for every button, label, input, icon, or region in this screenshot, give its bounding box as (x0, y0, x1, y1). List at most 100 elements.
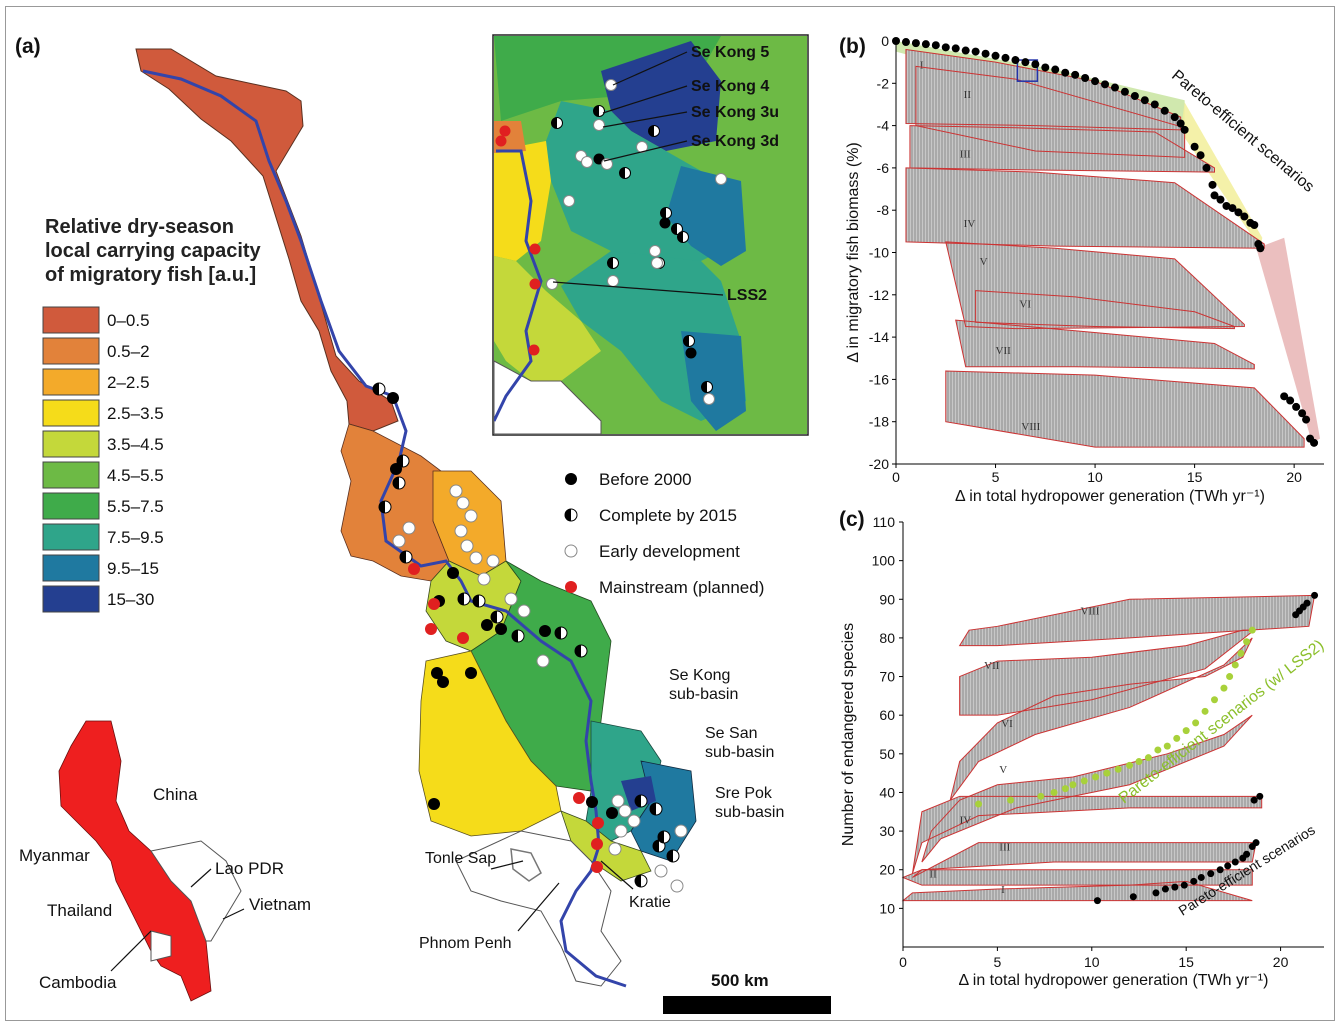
pareto-point (1310, 438, 1319, 447)
cambodia-label: Cambodia (39, 973, 117, 992)
map-dam-marker (634, 874, 648, 888)
pareto-point (1250, 796, 1258, 804)
map-dam-marker (477, 572, 491, 586)
y-tick-label: 70 (879, 669, 895, 685)
legend-item: 7.5–9.5 (42, 523, 164, 551)
map-dam-marker (539, 625, 551, 637)
map-labels: Se Kong sub-basin Se San sub-basin Sre P… (419, 667, 784, 952)
pareto-point (901, 38, 910, 47)
map-dam-marker (454, 524, 468, 538)
myanmar-label: Myanmar (19, 846, 90, 865)
pareto-point-lss2 (1092, 773, 1100, 781)
y-tick-label: 30 (879, 823, 895, 839)
legend-label: 4.5–5.5 (107, 466, 164, 485)
map-dam-marker (536, 654, 550, 668)
map-dam-marker (574, 644, 588, 658)
srepok-subbasin-label-2: sub-basin (715, 804, 784, 821)
kratie-leader (600, 860, 634, 890)
legend-item: 0.5–2 (42, 337, 150, 365)
pareto-point (1292, 402, 1301, 411)
inset-dam-marker (499, 125, 511, 137)
inset-dam-label: LSS2 (727, 287, 767, 304)
pareto-point (921, 40, 930, 49)
map-dam-marker (399, 550, 413, 564)
map-dam-marker (390, 463, 402, 475)
map-dam-marker (657, 830, 671, 844)
y-tick-label: 80 (879, 630, 895, 646)
map-dam-marker (504, 592, 518, 606)
scenario-group-label: VII (984, 660, 1000, 672)
pareto-point-lss2 (1220, 684, 1228, 692)
scenario-group-label: V (999, 764, 1007, 776)
pareto-point (1031, 60, 1040, 69)
inset-dam-label: Se Kong 4 (691, 78, 769, 95)
legend-swatch (42, 554, 100, 582)
capacity-legend: Relative dry-season local carrying capac… (42, 216, 262, 613)
pareto-point (1051, 65, 1060, 74)
pareto-point (1081, 74, 1090, 83)
phnom-penh-leader (517, 882, 560, 932)
map-dam-marker (586, 796, 598, 808)
pareto-point (1150, 100, 1159, 109)
x-tick-label: 20 (1286, 469, 1302, 485)
pareto-point (911, 39, 920, 48)
map-dam-marker (654, 864, 668, 878)
thailand-label: Thailand (47, 901, 112, 920)
pareto-point (1216, 195, 1225, 204)
pareto-point (1240, 212, 1249, 221)
inset-dam-marker (660, 207, 672, 219)
pareto-point-lss2 (1080, 777, 1088, 785)
inset-dam-marker (636, 141, 648, 153)
x-tick-label: 15 (1187, 469, 1203, 485)
legend-title-3: of migratory fish [a.u.] (45, 264, 256, 286)
map-dam-marker (425, 623, 437, 635)
legend-label: 15–30 (107, 590, 154, 609)
scenario-outline (975, 290, 1235, 330)
scenario-group-label: I (920, 59, 924, 71)
panel-c-label: (c) (839, 508, 865, 531)
scenario-cloud (959, 630, 1255, 716)
pareto-point-lss2 (1050, 788, 1058, 796)
map-dam-marker (456, 496, 470, 510)
map-dam-marker (437, 676, 449, 688)
inset-dam-marker (651, 257, 663, 269)
map-dam-marker (649, 802, 663, 816)
scenario-group-label: IV (960, 814, 972, 826)
pareto-point (1202, 163, 1211, 172)
scenario-outline (921, 714, 1253, 863)
sesan-subbasin-label-1: Se San (705, 725, 757, 742)
scenario-cloud (912, 796, 1262, 874)
dam-legend-label: Mainstream (planned) (599, 578, 764, 597)
dam-legend-marker (565, 581, 577, 593)
map-dam-marker (481, 619, 493, 631)
pareto-point (1152, 889, 1160, 897)
legend-swatch (42, 430, 100, 458)
scenario-cloud (921, 715, 1253, 862)
scenario-cloud (909, 125, 1215, 173)
scenario-group-label: II (964, 89, 972, 101)
map-dam-marker (495, 623, 507, 635)
sekong-subbasin-label-1: Se Kong (669, 667, 730, 684)
map-dam-marker (611, 794, 625, 808)
y-tick-label: 20 (879, 862, 895, 878)
dam-legend-label: Before 2000 (599, 470, 692, 489)
y-tick-label: -18 (869, 414, 889, 430)
x-tick-label: 20 (1273, 954, 1289, 970)
map-dam-marker (457, 592, 471, 606)
pareto-point-lss2 (1144, 754, 1152, 762)
pareto-point-lss2 (1114, 765, 1122, 773)
pareto-point (1093, 897, 1101, 905)
scenario-group-label: II (929, 868, 937, 880)
pareto-point (1041, 63, 1050, 72)
legend-swatch (42, 399, 100, 427)
legend-title-2: local carrying capacity (45, 240, 262, 262)
map-dam-marker (591, 838, 603, 850)
pareto-point (1256, 792, 1264, 800)
laos-label: Lao PDR (215, 859, 284, 878)
inset-dam-marker (551, 117, 563, 129)
pareto-point-lss2 (1126, 761, 1134, 769)
figure-canvas: (a) Se Kong sub-basin Se San s (15, 33, 1327, 1014)
scenario-cloud (905, 167, 1265, 249)
